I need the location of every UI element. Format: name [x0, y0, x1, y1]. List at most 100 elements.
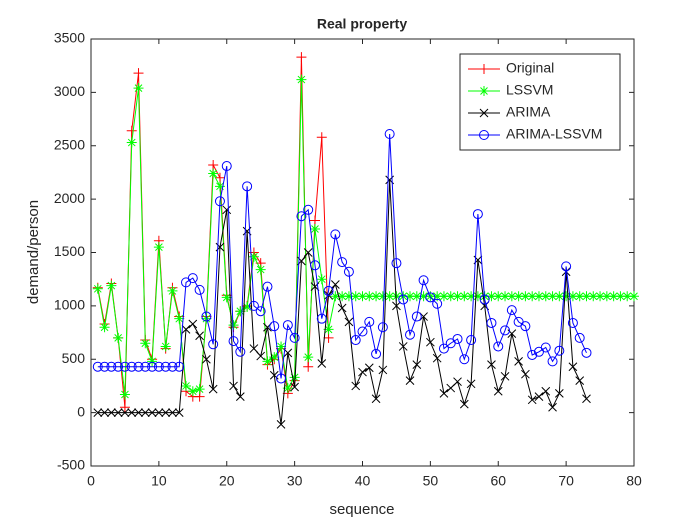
- marker: [303, 352, 314, 363]
- marker: [479, 130, 489, 140]
- marker: [439, 389, 449, 398]
- marker: [479, 294, 490, 305]
- marker: [323, 324, 334, 335]
- marker: [337, 257, 348, 268]
- marker: [99, 361, 110, 372]
- marker: [506, 291, 517, 302]
- marker: [188, 319, 198, 329]
- chart-title: Real property: [317, 16, 407, 32]
- marker: [472, 291, 483, 302]
- marker: [106, 361, 117, 372]
- marker: [595, 291, 606, 302]
- marker: [303, 361, 314, 372]
- marker: [296, 52, 307, 63]
- marker: [126, 137, 137, 148]
- marker: [202, 354, 211, 364]
- marker: [160, 341, 171, 352]
- marker: [113, 361, 124, 372]
- marker: [567, 291, 578, 302]
- marker: [520, 321, 531, 332]
- y-tick-label: 3000: [54, 83, 85, 99]
- marker: [282, 383, 293, 394]
- marker: [554, 345, 565, 356]
- series-line: [97, 133, 587, 379]
- marker: [582, 394, 591, 404]
- marker: [601, 291, 612, 302]
- marker: [283, 348, 293, 358]
- y-tick-label: 2000: [54, 190, 85, 206]
- marker: [194, 284, 205, 295]
- marker: [195, 331, 204, 341]
- legend-label: ARIMA: [506, 104, 551, 120]
- marker: [269, 321, 280, 332]
- marker: [418, 275, 429, 286]
- marker: [411, 311, 422, 322]
- marker: [466, 291, 477, 302]
- marker: [330, 229, 341, 240]
- x-tick-label: 60: [490, 473, 506, 489]
- x-tick-label: 0: [87, 473, 95, 489]
- marker: [147, 356, 158, 367]
- marker: [296, 74, 307, 85]
- marker: [133, 68, 144, 79]
- marker: [384, 291, 395, 302]
- marker: [147, 408, 157, 417]
- marker: [567, 317, 578, 328]
- marker: [296, 211, 307, 222]
- marker: [107, 408, 116, 417]
- marker: [351, 381, 361, 391]
- y-tick-label: 3500: [54, 30, 85, 46]
- marker: [486, 317, 497, 328]
- marker: [384, 129, 395, 140]
- marker: [119, 389, 130, 400]
- marker: [276, 373, 287, 384]
- marker: [520, 291, 531, 302]
- y-tick-label: -500: [57, 457, 85, 473]
- marker: [452, 291, 463, 302]
- marker: [323, 285, 334, 296]
- marker: [330, 291, 341, 302]
- marker: [561, 291, 572, 302]
- x-tick-label: 70: [558, 473, 574, 489]
- marker: [540, 342, 551, 353]
- marker: [194, 384, 205, 395]
- marker: [127, 408, 137, 417]
- marker: [106, 280, 117, 291]
- marker: [581, 291, 592, 302]
- marker: [147, 361, 158, 372]
- marker: [357, 326, 368, 337]
- marker: [134, 408, 143, 417]
- marker: [174, 408, 184, 417]
- x-tick-label: 50: [423, 473, 439, 489]
- marker: [187, 273, 198, 284]
- marker: [235, 306, 246, 317]
- marker: [303, 204, 314, 215]
- y-tick-label: 500: [62, 350, 86, 366]
- marker: [574, 332, 585, 343]
- x-tick-label: 20: [219, 473, 235, 489]
- marker: [534, 392, 544, 401]
- marker: [479, 108, 489, 118]
- marker: [181, 380, 192, 391]
- marker: [391, 291, 402, 302]
- marker: [438, 291, 449, 302]
- marker: [262, 356, 273, 367]
- x-tick-label: 30: [287, 473, 303, 489]
- marker: [167, 361, 178, 372]
- marker: [479, 86, 489, 96]
- marker: [316, 313, 327, 324]
- marker: [140, 338, 151, 349]
- marker: [513, 291, 524, 302]
- marker: [242, 181, 253, 192]
- marker: [99, 322, 110, 333]
- marker: [214, 181, 225, 192]
- marker: [377, 291, 388, 302]
- marker: [248, 251, 259, 262]
- marker: [608, 291, 619, 302]
- marker: [214, 196, 225, 207]
- marker: [425, 292, 436, 303]
- marker: [133, 361, 144, 372]
- marker: [411, 291, 422, 302]
- marker: [500, 291, 511, 302]
- marker: [160, 361, 171, 372]
